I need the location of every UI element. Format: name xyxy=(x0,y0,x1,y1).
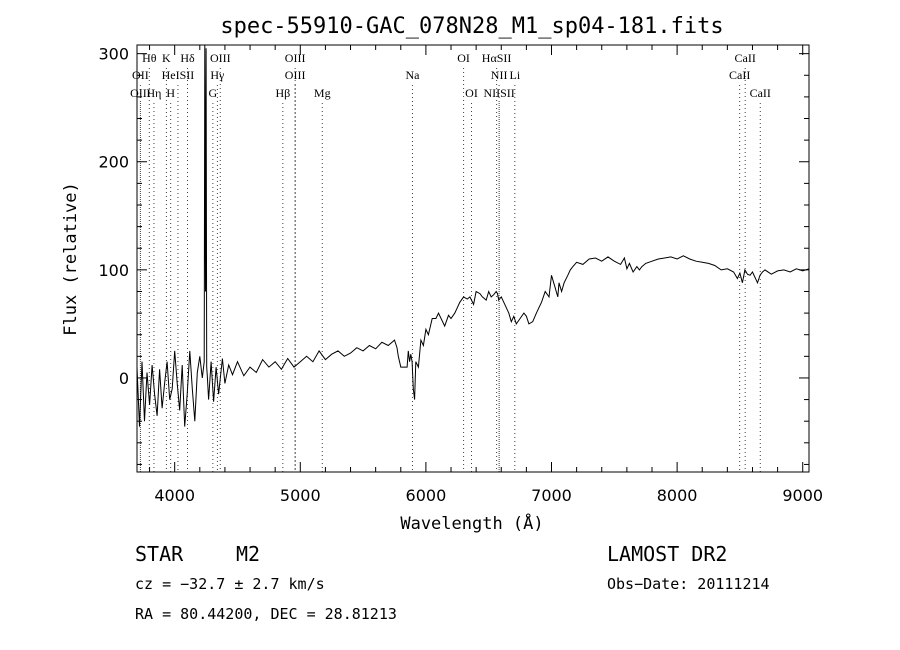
y-tick-label-0: 0 xyxy=(119,369,129,388)
x-tick-label-0: 4000 xyxy=(154,486,195,505)
plot-frame xyxy=(136,44,810,473)
survey-release: LAMOST DR2 xyxy=(607,542,728,566)
axis-ticks: 4000 5000 6000 7000 8000 9000 0 100 200 300 xyxy=(98,45,823,505)
line-label-10: Hγ xyxy=(210,68,225,82)
object-class: STAR xyxy=(135,542,184,566)
line-label-0: Hθ xyxy=(142,51,157,65)
x-tick-label-5: 9000 xyxy=(782,486,823,505)
line-label-14: Li xyxy=(509,68,520,82)
y-tick-label-3: 300 xyxy=(98,45,129,64)
line-label-20: Hβ xyxy=(275,86,290,100)
line-label-5: OI xyxy=(457,51,470,65)
x-tick-label-1: 5000 xyxy=(280,486,321,505)
line-label-17: Hη xyxy=(146,86,161,100)
coordinates: RA = 80.44200, DEC = 28.81213 xyxy=(135,605,397,623)
line-label-3: OIII xyxy=(210,51,231,65)
line-label-6: HαSII xyxy=(482,51,512,65)
line-label-7: CaII xyxy=(735,51,756,65)
x-axis-label: Wavelength (Å) xyxy=(400,512,543,534)
x-tick-label-2: 6000 xyxy=(406,486,447,505)
y-tick-label-2: 200 xyxy=(98,153,129,172)
line-label-23: NIISII xyxy=(483,86,514,100)
y-tick-label-1: 100 xyxy=(98,261,129,280)
line-label-19: G xyxy=(209,86,218,100)
radial-velocity: cz = −32.7 ± 2.7 km/s xyxy=(135,575,325,593)
line-label-2: Hδ xyxy=(180,51,195,65)
y-axis-label: Flux (relative) xyxy=(61,182,81,336)
observation-date: Obs−Date: 20111214 xyxy=(607,575,770,593)
x-tick-label-4: 8000 xyxy=(657,486,698,505)
line-label-21: Mg xyxy=(314,86,331,100)
line-label-16: OIII xyxy=(130,86,151,100)
spectral-line-markers xyxy=(139,68,761,472)
line-label-24: CaII xyxy=(750,86,771,100)
x-tick-label-3: 7000 xyxy=(531,486,572,505)
spectrum-line xyxy=(136,44,810,427)
line-label-4: OIII xyxy=(285,51,306,65)
line-label-22: OI xyxy=(465,86,478,100)
line-label-15: CaII xyxy=(729,68,750,82)
line-label-18: H xyxy=(166,86,175,100)
line-label-11: OIII xyxy=(285,68,306,82)
line-label-1: K xyxy=(162,51,171,65)
line-label-13: NII xyxy=(491,68,508,82)
object-subclass: M2 xyxy=(236,542,261,566)
line-label-12: Na xyxy=(405,68,420,82)
line-label-9: HeISII xyxy=(162,68,195,82)
chart-title: spec-55910-GAC_078N28_M1_sp04-181.fits xyxy=(220,14,723,39)
